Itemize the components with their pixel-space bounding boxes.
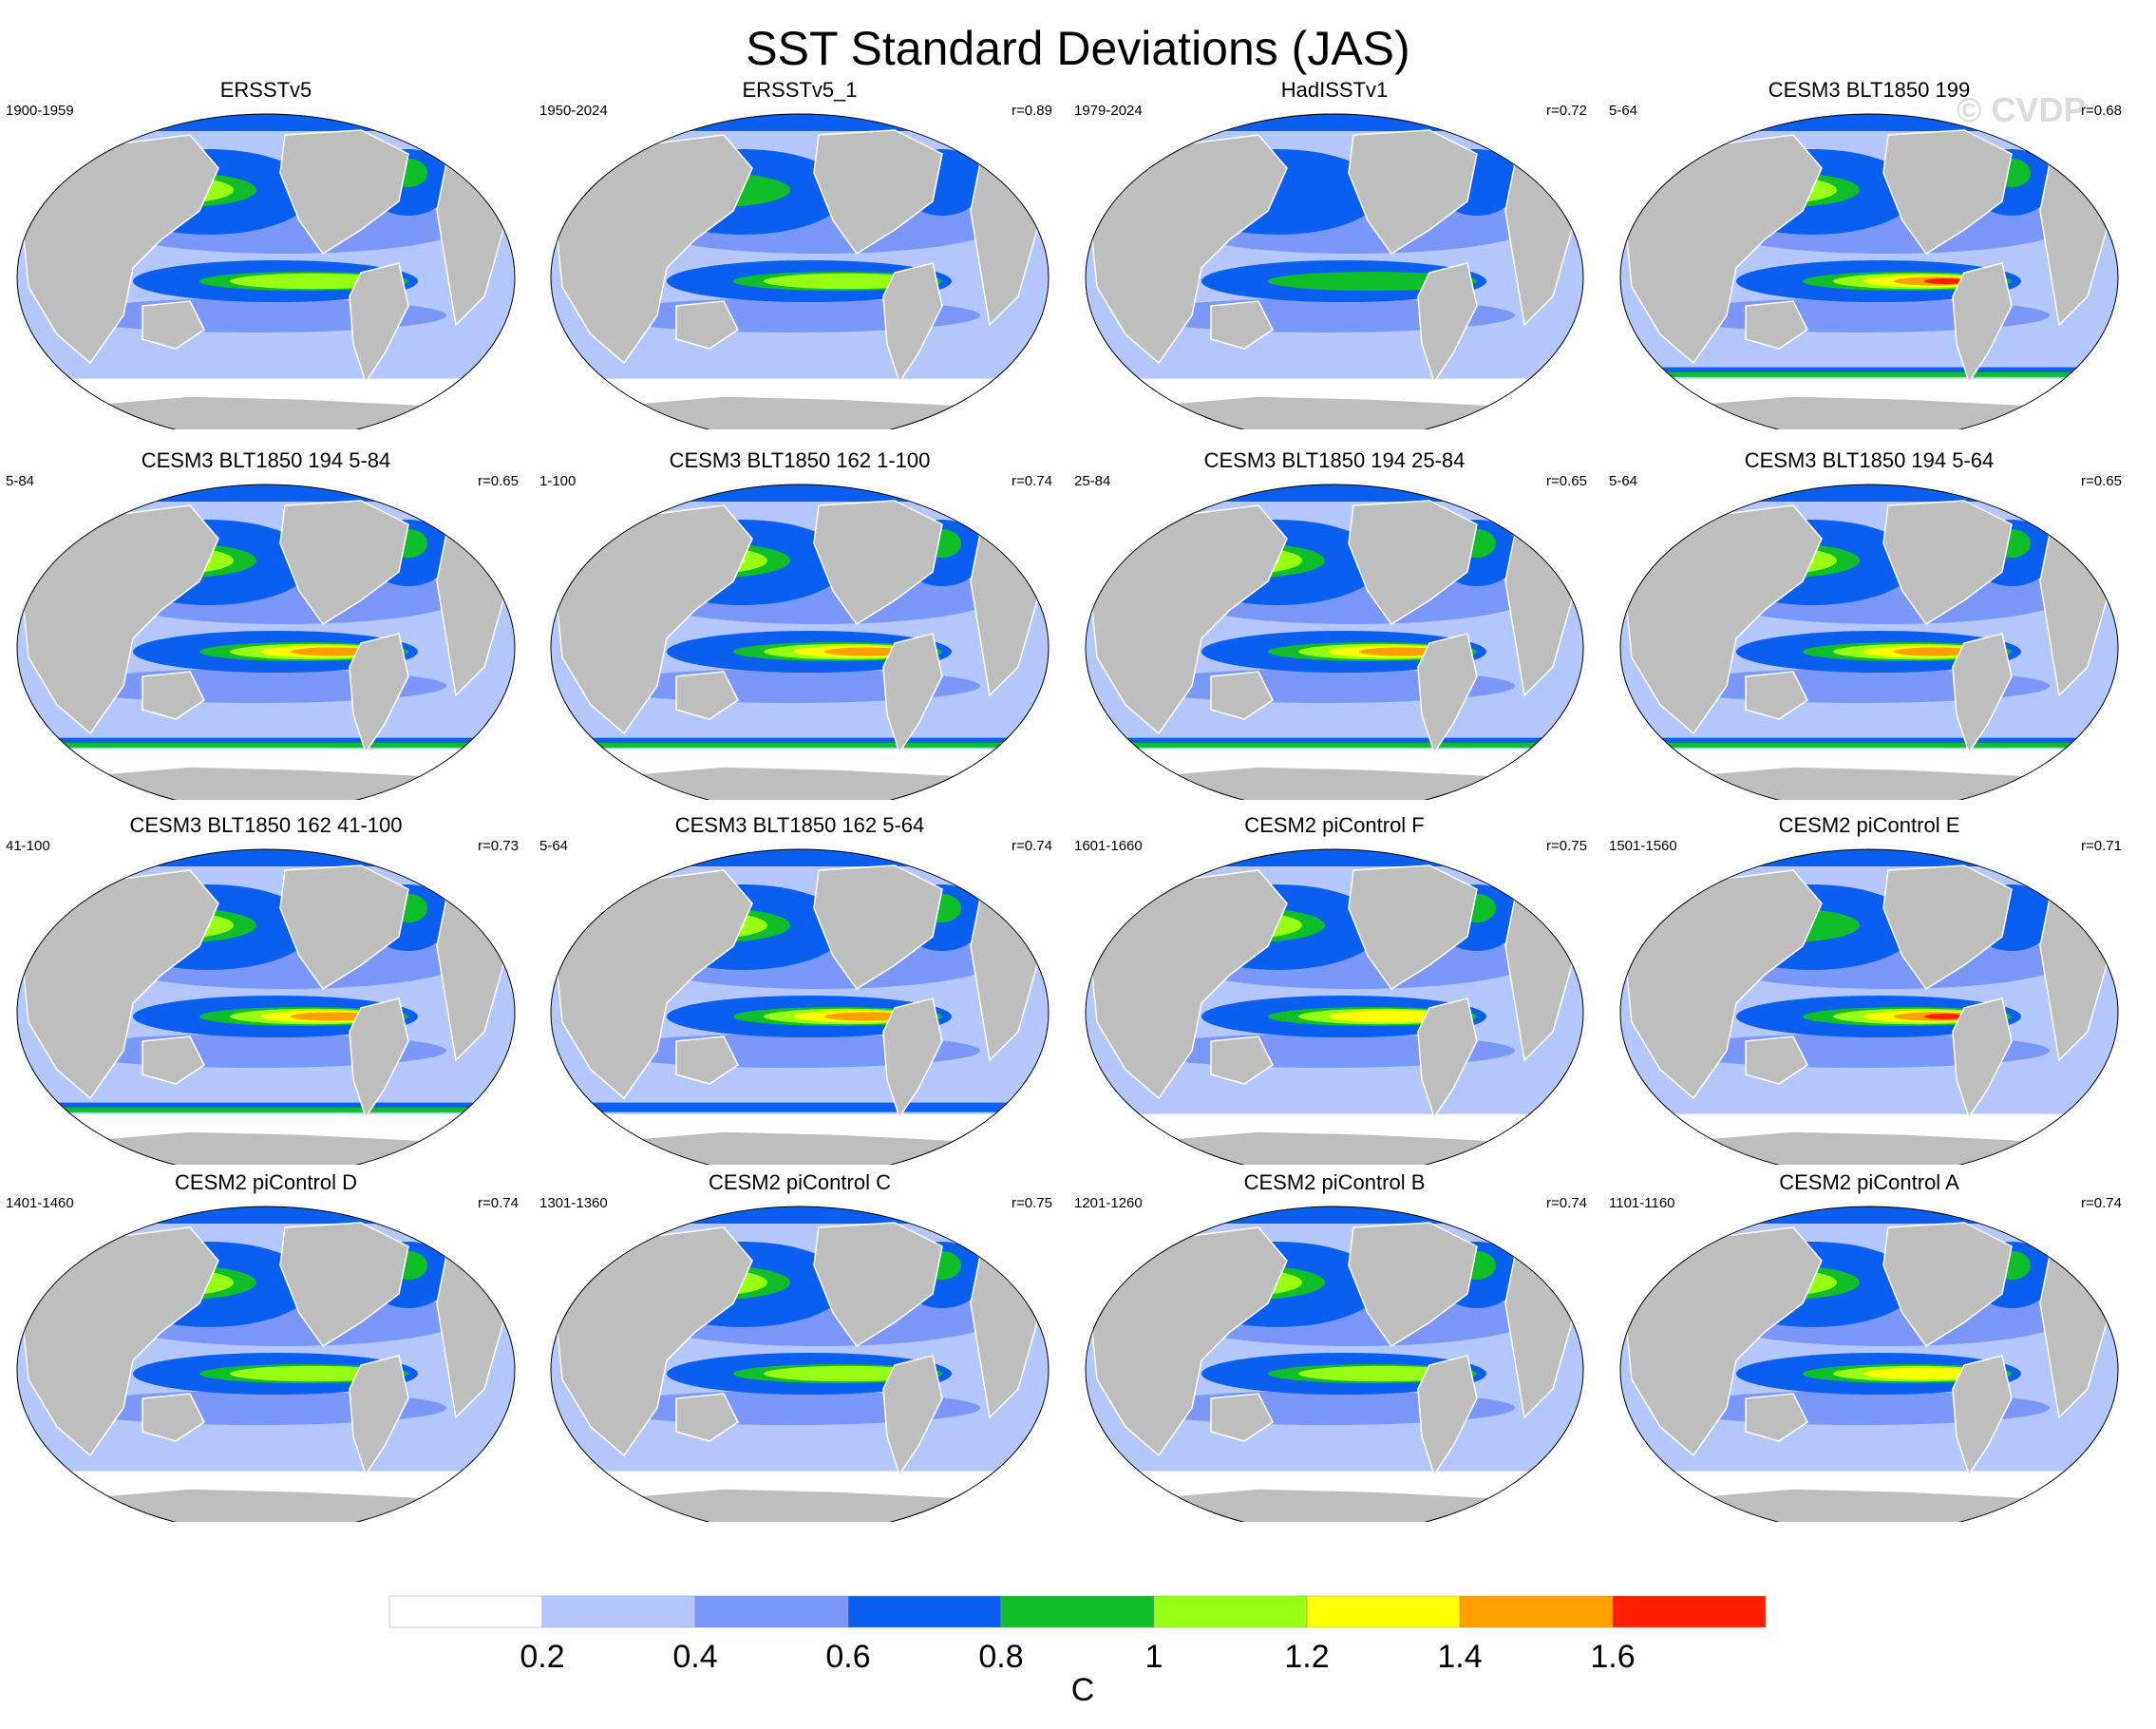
map-plot [1085,848,1584,1165]
map-panel: CESM3 BLT1850 194 25-84 25-84 r=0.65 [1069,448,1600,800]
panel-title: ERSSTv5 [219,78,312,102]
colorbar-swatch [1153,1595,1308,1628]
colorbar-swatch [541,1595,696,1628]
panel-title: HadISSTv1 [1280,78,1389,102]
colorbar-tick-label: 1 [1145,1639,1163,1675]
panel-title: CESM2 piControl F [1244,813,1425,837]
panel-title: CESM2 piControl D [175,1170,357,1194]
map-plot [16,1206,516,1522]
panel-title: CESM3 BLT1850 199 [1768,78,1971,102]
chart-title: SST Standard Deviations (JAS) [746,22,1410,75]
panel-years: 1-100 [539,473,577,489]
panel-years: 1900-1959 [6,103,74,119]
panel-years: 1979-2024 [1074,103,1143,119]
map-panel: CESM3 BLT1850 194 5-64 5-64 r=0.65 [1603,448,2135,800]
map-plot [550,1206,1050,1522]
panel-years: 25-84 [1074,473,1111,489]
colorbar-swatch [694,1595,849,1628]
map-plot [1619,113,2119,429]
map-panel: CESM2 piControl D 1401-1460 r=0.74 [0,1170,532,1522]
panel-correlation: r=0.89 [1012,103,1052,119]
panel-years: 1950-2024 [539,103,608,119]
panel-years: 1501-1560 [1609,838,1677,854]
panel-title: CESM3 BLT1850 194 25-84 [1203,448,1466,472]
colorbar-tick-label: 0.4 [672,1639,717,1675]
panel-title: CESM2 piControl C [709,1170,891,1194]
colorbar-tick-label: 0.2 [520,1639,564,1675]
panel-title: CESM3 BLT1850 194 5-64 [1744,448,1995,472]
panel-correlation: r=0.74 [1012,838,1052,854]
panel-title: CESM2 piControl B [1243,1170,1426,1194]
panel-years: 5-64 [539,838,569,854]
colorbar-swatch [847,1595,1002,1628]
colorbar-unit: C [1070,1672,1095,1708]
colorbar-tick-label: 1.2 [1284,1639,1329,1675]
panel-years: 1401-1460 [6,1195,74,1211]
panel-correlation: r=0.74 [2081,1195,2122,1211]
colorbar-tick-label: 0.8 [978,1639,1023,1675]
map-panel: CESM2 piControl A 1101-1160 r=0.74 [1603,1170,2135,1522]
map-panel: CESM3 BLT1850 199 5-64 r=0.68 [1603,78,2135,429]
panel-correlation: r=0.71 [2081,838,2122,854]
map-plot [1619,848,2119,1165]
panel-title: CESM3 BLT1850 162 1-100 [669,448,931,472]
panel-years: 1201-1260 [1074,1195,1143,1211]
map-panel: ERSSTv5_1 1950-2024 r=0.89 [534,78,1066,429]
panel-correlation: r=0.74 [1546,1195,1587,1211]
colorbar-swatch [1459,1595,1614,1628]
panel-title: CESM2 piControl A [1779,1170,1959,1194]
panel-years: 1601-1660 [1074,838,1143,854]
panel-correlation: r=0.73 [478,838,519,854]
panel-correlation: r=0.75 [1012,1195,1052,1211]
map-plot [1619,484,2119,800]
colorbar-swatch [1306,1595,1461,1628]
map-plot [1085,113,1584,429]
map-plot [550,113,1050,429]
watermark: © CVDP [1957,90,2087,129]
map-plot [550,484,1050,800]
map-plot [1085,484,1584,800]
map-panel: CESM2 piControl E 1501-1560 r=0.71 [1603,813,2135,1165]
colorbar-swatch [1612,1595,1767,1628]
map-plot [550,848,1050,1165]
panel-correlation: r=0.68 [2081,103,2122,119]
colorbar-swatch [1000,1595,1155,1628]
map-plot [16,848,516,1165]
panel-title: CESM3 BLT1850 162 41-100 [129,813,403,837]
map-plot [1619,1206,2119,1522]
panel-years: 5-64 [1609,473,1638,489]
panel-correlation: r=0.74 [478,1195,519,1211]
panel-years: 5-84 [6,473,35,489]
map-panel: CESM2 piControl C 1301-1360 r=0.75 [534,1170,1066,1522]
map-panel: CESM3 BLT1850 194 5-84 5-84 r=0.65 [0,448,532,800]
panel-years: 5-64 [1609,103,1638,119]
panel-title: CESM3 BLT1850 162 5-64 [674,813,925,837]
map-plot [1085,1206,1584,1522]
map-panel: CESM2 piControl B 1201-1260 r=0.74 [1069,1170,1600,1522]
panel-correlation: r=0.65 [2081,473,2122,489]
colorbar-swatch [388,1595,543,1628]
panel-correlation: r=0.65 [478,473,519,489]
panel-title: CESM2 piControl E [1778,813,1960,837]
map-panel: ERSSTv5 1900-1959 [0,78,532,429]
map-plot [16,484,516,800]
map-panel: HadISSTv1 1979-2024 r=0.72 [1069,78,1600,429]
map-panel: CESM3 BLT1850 162 1-100 1-100 r=0.74 [534,448,1066,800]
panel-years: 1101-1160 [1609,1195,1675,1211]
map-plot [16,113,516,429]
colorbar-tick-label: 1.4 [1437,1639,1482,1675]
colorbar-tick-label: 1.6 [1590,1639,1635,1675]
map-panel: CESM3 BLT1850 162 5-64 5-64 r=0.74 [534,813,1066,1165]
colorbar-tick-label: 0.6 [825,1639,870,1675]
panel-correlation: r=0.74 [1012,473,1052,489]
panel-correlation: r=0.72 [1546,103,1587,119]
panel-title: CESM3 BLT1850 194 5-84 [141,448,391,472]
map-panel: CESM3 BLT1850 162 41-100 41-100 r=0.73 [0,813,532,1165]
panel-years: 1301-1360 [539,1195,608,1211]
panel-years: 41-100 [6,838,50,854]
panel-correlation: r=0.65 [1546,473,1587,489]
map-panel: CESM2 piControl F 1601-1660 r=0.75 [1069,813,1600,1165]
panel-title: ERSSTv5_1 [742,78,858,102]
panel-correlation: r=0.75 [1546,838,1587,854]
